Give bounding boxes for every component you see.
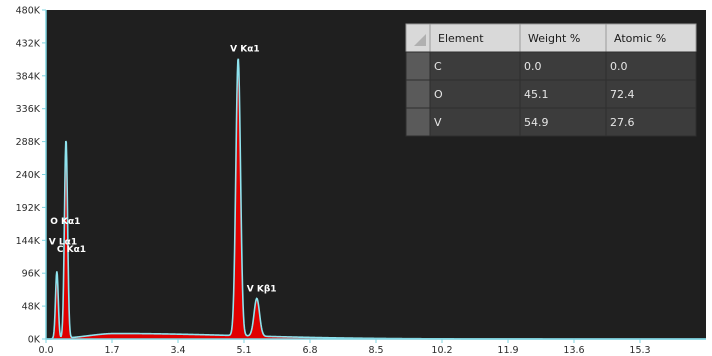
table-header-cell bbox=[605, 23, 697, 53]
peak-label: C Kα1 bbox=[57, 245, 86, 255]
table-cell-text: 45.1 bbox=[524, 88, 549, 101]
y-tick-label: 96K bbox=[22, 269, 41, 280]
peak-label: V Lα1 bbox=[49, 238, 77, 248]
peak-label: V Kβ1 bbox=[247, 284, 277, 294]
tick-labels: 0K 48K 96K 144K 192K 240K 288K 336K 384K 432K 480K… bbox=[16, 6, 651, 356]
table-cell bbox=[429, 51, 521, 81]
y-tick-label: 288K bbox=[16, 137, 41, 148]
y-tick-label: 432K bbox=[16, 38, 41, 49]
x-tick-label: 3.4 bbox=[170, 345, 185, 356]
select-all-corner bbox=[414, 34, 426, 46]
x-tick-label: 5.1 bbox=[236, 345, 251, 356]
x-tick-label: 15.3 bbox=[629, 345, 650, 356]
table-cell bbox=[429, 79, 521, 109]
y-tick-label: 480K bbox=[16, 6, 41, 17]
y-tick-label: 192K bbox=[16, 203, 41, 214]
table-cell bbox=[519, 107, 607, 137]
y-tick-label: 240K bbox=[16, 170, 41, 181]
table-cell-text: 0.0 bbox=[524, 60, 542, 73]
y-tick-label: 144K bbox=[16, 236, 41, 247]
table-cell-text: C bbox=[434, 60, 442, 73]
x-tick-label: 8.5 bbox=[368, 345, 383, 356]
peak-label: O Kα1 bbox=[50, 217, 80, 227]
table-cell-text: 72.4 bbox=[610, 88, 635, 101]
peak-labels: C Kα1 O Kα1 V Lα1 V Kα1 V Kβ1 bbox=[49, 44, 277, 294]
x-tick-label: 13.6 bbox=[563, 345, 584, 356]
table-cell bbox=[429, 107, 521, 137]
row-header-cell bbox=[405, 107, 431, 137]
x-tick-label: 11.9 bbox=[497, 345, 518, 356]
y-tick-label: 384K bbox=[16, 71, 41, 82]
x-tick-label: 6.8 bbox=[302, 345, 317, 356]
table-header-cell bbox=[429, 23, 521, 53]
x-tick-label: 0.0 bbox=[38, 345, 53, 356]
table-header-1: Element bbox=[438, 32, 484, 45]
x-tick-label: 10.2 bbox=[431, 345, 452, 356]
peak-label: V Kα1 bbox=[230, 44, 260, 54]
table-cell bbox=[605, 79, 697, 109]
table-cell-text: 54.9 bbox=[524, 116, 549, 129]
table-cell-text: V bbox=[434, 116, 442, 129]
x-tick-label: 1.7 bbox=[104, 345, 119, 356]
row-header-cell bbox=[405, 51, 431, 81]
table-cell-text: 0.0 bbox=[610, 60, 628, 73]
composition-table: Element Weight % Atomic % C 0.0 0.0 O 45.1 72.4 V… bbox=[405, 23, 697, 137]
y-tick-label: 48K bbox=[22, 302, 41, 313]
table-cell-text: O bbox=[434, 88, 443, 101]
y-tick-label: 0K bbox=[28, 335, 41, 346]
table-cell bbox=[605, 51, 697, 81]
table-cell bbox=[519, 51, 607, 81]
table-cell bbox=[605, 107, 697, 137]
y-tick-label: 336K bbox=[16, 104, 41, 115]
row-header-cell bbox=[405, 79, 431, 109]
table-header-cell bbox=[405, 23, 431, 53]
table-header-2: Weight % bbox=[528, 32, 580, 45]
table-header-cell bbox=[519, 23, 607, 53]
table-header-3: Atomic % bbox=[614, 32, 666, 45]
table-cell-text: 27.6 bbox=[610, 116, 635, 129]
table-cell bbox=[519, 79, 607, 109]
